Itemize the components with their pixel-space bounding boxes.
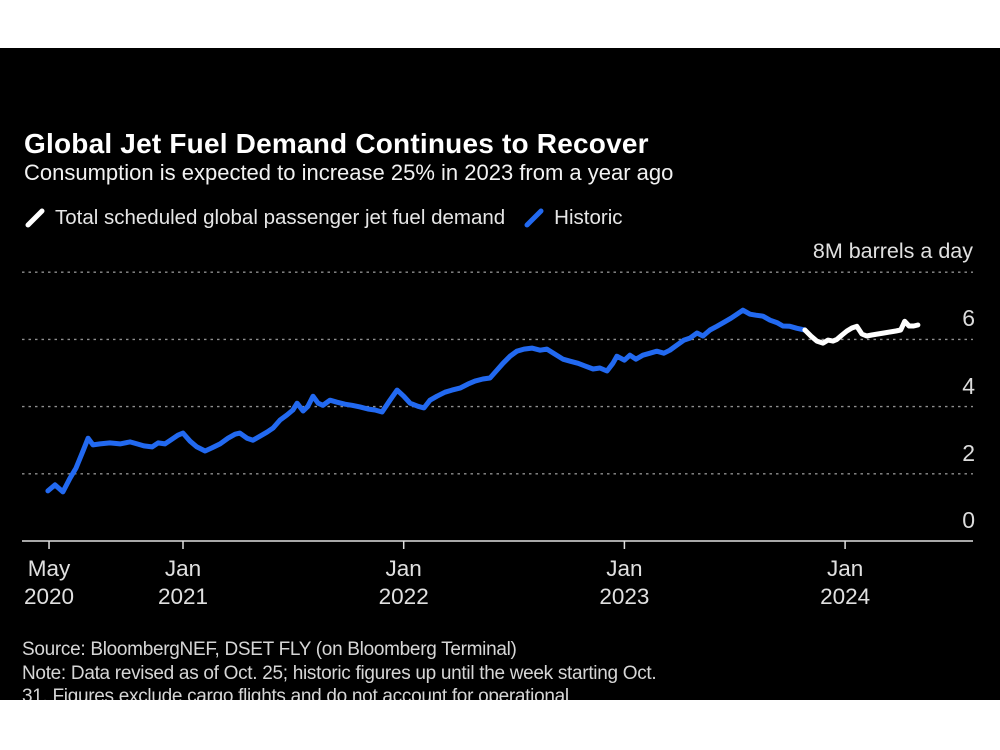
note-line-2: 31. Figures exclude cargo flights and do… bbox=[22, 686, 569, 700]
legend: Total scheduled global passenger jet fue… bbox=[24, 204, 623, 232]
historic-line bbox=[45, 307, 808, 495]
forecast-line bbox=[802, 318, 921, 346]
source-line: Source: BloombergNEF, DSET FLY (on Bloom… bbox=[22, 639, 517, 660]
legend-slash-icon bbox=[524, 208, 544, 228]
x-tick-label: May 2020 bbox=[24, 556, 75, 609]
legend-slash-icon bbox=[25, 208, 45, 228]
chart-card: Global Jet Fuel Demand Continues to Reco… bbox=[0, 48, 1000, 700]
chart-subtitle: Consumption is expected to increase 25% … bbox=[24, 160, 674, 185]
source-note: Source: BloombergNEF, DSET FLY (on Bloom… bbox=[22, 638, 657, 700]
x-tick-label: Jan 2021 bbox=[157, 556, 209, 609]
legend-label: Total scheduled global passenger jet fue… bbox=[55, 206, 506, 229]
y-tick-label: 0 bbox=[962, 507, 975, 533]
chart-plot bbox=[22, 271, 973, 549]
y-tick-label: 6 bbox=[962, 305, 975, 332]
legend-label: Historic bbox=[554, 206, 623, 229]
x-tick-label: Jan 2023 bbox=[599, 556, 650, 609]
y-tick-label: 2 bbox=[962, 439, 975, 466]
legend-item-total: Total scheduled global passenger jet fue… bbox=[24, 206, 505, 230]
legend-item-historic: Historic bbox=[523, 206, 623, 230]
y-axis-unit-label: 8M barrels a day bbox=[812, 239, 973, 263]
note-line-1: Note: Data revised as of Oct. 25; histor… bbox=[22, 662, 657, 684]
x-tick-label: Jan 2024 bbox=[820, 556, 871, 609]
x-tick-label: Jan 2022 bbox=[378, 556, 429, 609]
y-tick-label: 4 bbox=[962, 372, 975, 399]
chart-title: Global Jet Fuel Demand Continues to Reco… bbox=[24, 128, 649, 159]
